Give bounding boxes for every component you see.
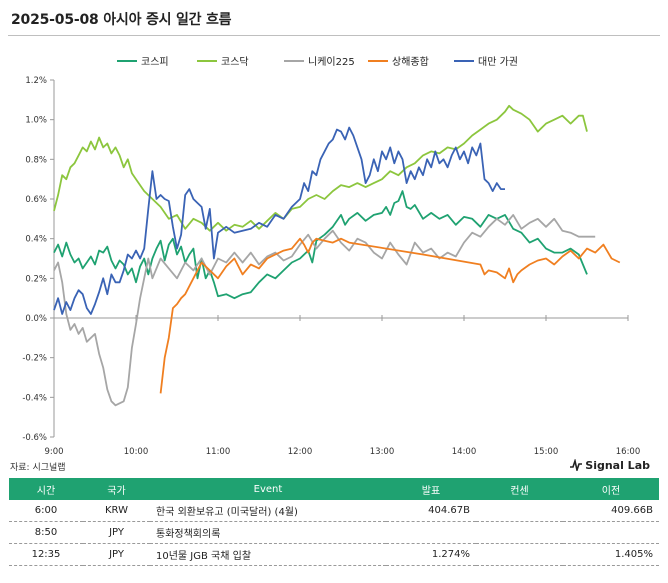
series-line-2 [53, 104, 588, 232]
legend-label: 니케이225 [308, 56, 355, 68]
header-consensus: 컨센 [510, 485, 529, 497]
x-tick-label: 9:00 [44, 447, 63, 454]
table-row: 8:50 JPY 통화정책회의록 [9, 521, 659, 544]
legend-item: 코스닥 [197, 56, 249, 68]
x-tick-label: 10:00 [124, 447, 149, 454]
legend-item: 대만 가권 [454, 56, 518, 68]
x-tick-label: 11:00 [206, 447, 231, 454]
cell-country: JPY [83, 521, 150, 544]
y-tick-label: 1.0% [25, 116, 47, 126]
legend-item: 상해종합 [368, 55, 429, 68]
cell-country: JPY [83, 543, 150, 566]
cell-time: 6:00 [9, 500, 83, 522]
cell-actual [386, 521, 476, 544]
brand-name: Signal Lab [585, 459, 650, 472]
title-divider [8, 35, 660, 36]
source-note: 자료: 시그널랩 [10, 463, 66, 473]
cell-country: KRW [83, 500, 150, 522]
cell-event: 통화정책회의록 [150, 521, 386, 544]
cell-previous [563, 521, 659, 544]
page-title: 2025-05-08 아시아 증시 일간 흐름 [11, 12, 232, 28]
cell-actual: 1.274% [386, 543, 476, 566]
header-actual: 발표 [421, 485, 441, 497]
y-tick-label: 0.4% [25, 235, 47, 245]
cell-consensus [476, 521, 563, 544]
legend-label: 코스피 [141, 56, 169, 68]
table-row: 12:35 JPY 10년물 JGB 국채 입찰 1.274% 1.405% [9, 543, 659, 566]
legend-label: 대만 가권 [478, 56, 518, 68]
x-tick-label: 12:00 [288, 447, 313, 454]
header-event: Event [253, 483, 283, 495]
series-line-5 [53, 126, 505, 315]
cell-event: 한국 외환보유고 (미국달러) (4월) [150, 500, 386, 522]
brand-logo: Signal Lab [569, 458, 650, 473]
header-previous: 이전 [601, 485, 621, 497]
cell-time: 8:50 [9, 521, 83, 544]
y-tick-label: -0.6% [22, 433, 47, 443]
y-tick-label: 0.8% [25, 155, 47, 165]
line-chart: 1.2% 1.0% 0.8% 0.6% 0.4% 0.2% 0.0% -0.2% -0.4% -0… [22, 55, 641, 454]
legend-label: 상해종합 [392, 55, 429, 68]
cell-consensus [476, 543, 563, 566]
header-country: 국가 [107, 485, 126, 497]
series-line-1 [53, 190, 588, 300]
x-tick-label: 13:00 [370, 447, 395, 454]
legend-item: 니케이225 [284, 56, 355, 68]
cell-previous: 1.405% [563, 543, 659, 566]
x-tick-label: 15:00 [534, 447, 559, 454]
y-tick-label: -0.2% [22, 354, 47, 364]
table-row: 6:00 KRW 한국 외환보유고 (미국달러) (4월) 404.67B 40… [9, 500, 659, 522]
y-tick-label: 1.2% [25, 76, 47, 86]
x-tick-label: 14:00 [452, 447, 477, 454]
cell-consensus [476, 500, 563, 522]
y-tick-label: 0.0% [25, 314, 47, 324]
legend-item: 코스피 [117, 56, 169, 68]
series-line-3 [53, 213, 596, 407]
y-tick-label: -0.4% [22, 393, 47, 403]
header-time: 시간 [36, 485, 56, 497]
legend-label: 코스닥 [221, 56, 249, 68]
cell-actual: 404.67B [386, 500, 476, 522]
cell-event: 10년물 JGB 국채 입찰 [150, 543, 386, 566]
table-header-row: 시간 국가 Event 발표 컨센 이전 [9, 478, 659, 500]
cell-time: 12:35 [9, 543, 83, 566]
x-tick-label: 16:00 [616, 447, 641, 454]
series-line-4 [159, 237, 621, 394]
y-tick-label: 0.2% [25, 274, 47, 284]
economic-events-table: 시간 국가 Event 발표 컨센 이전 6:00 KRW 한국 외환보유고 (… [9, 478, 659, 566]
signal-icon [570, 458, 583, 473]
y-tick-label: 0.6% [25, 195, 47, 205]
cell-previous: 409.66B [563, 500, 659, 522]
